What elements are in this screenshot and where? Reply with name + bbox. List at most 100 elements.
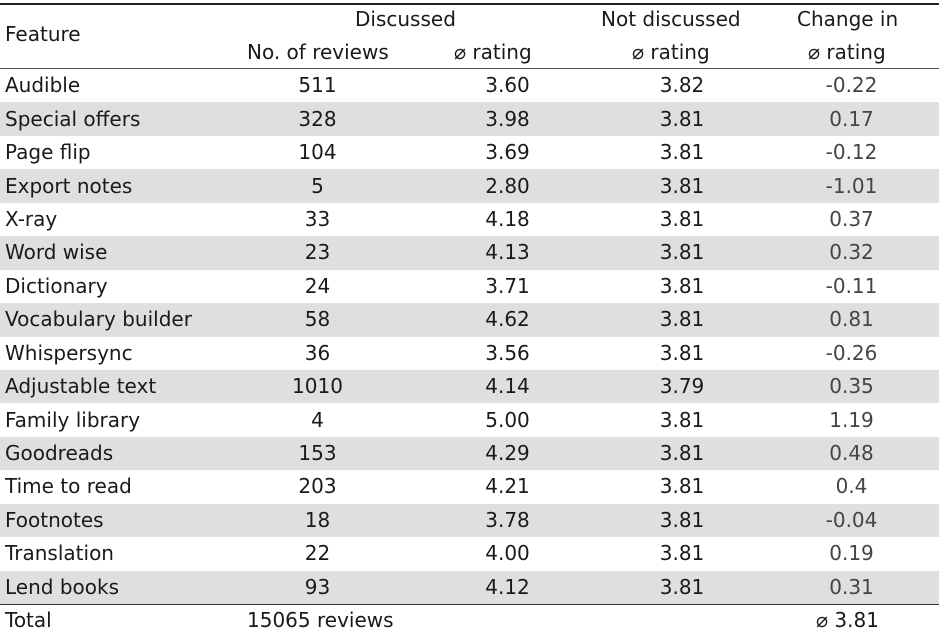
header-feature: Feature <box>5 22 81 46</box>
table-row: Page flip 104 3.69 3.81 -0.12 <box>0 136 939 169</box>
header-not-rating: ⌀ rating <box>632 40 710 64</box>
reviews-cell: 93 <box>220 570 415 604</box>
table-row: Whispersync 36 3.56 3.81 -0.26 <box>0 337 939 370</box>
feature-cell: Whispersync <box>5 340 133 365</box>
reviews-cell: 153 <box>220 436 415 471</box>
feature-cell: Time to read <box>5 474 132 499</box>
rating-cell: 4.62 <box>415 303 600 337</box>
reviews-cell: 328 <box>220 102 415 136</box>
feature-cell: Translation <box>5 541 114 566</box>
rating-cell: 4.00 <box>485 541 530 566</box>
not-rating-cell: 3.81 <box>659 206 705 231</box>
top-rule <box>0 3 939 5</box>
feature-cell: Word wise <box>0 236 220 270</box>
change-cell: 0.81 <box>764 303 939 337</box>
change-cell: 0.4 <box>835 474 868 499</box>
not-rating-cell: 3.81 <box>600 503 764 538</box>
rating-cell: 4.21 <box>485 474 530 499</box>
table-row: X-ray 33 4.18 3.81 0.37 <box>0 203 939 236</box>
change-cell: 0.37 <box>829 206 874 231</box>
table-row: Audible 511 3.60 3.82 -0.22 <box>0 69 939 102</box>
rating-cell: 3.71 <box>485 273 530 298</box>
header-no-reviews: No. of reviews <box>247 40 389 64</box>
rating-cell: 4.14 <box>415 369 600 404</box>
reviews-cell: 33 <box>304 206 331 231</box>
header-change: Change in <box>797 7 899 31</box>
table-row: Vocabulary builder 58 4.62 3.81 0.81 <box>0 303 939 337</box>
not-rating-cell: 3.81 <box>600 436 764 471</box>
not-rating-cell: 3.81 <box>659 541 705 566</box>
table-row: Time to read 203 4.21 3.81 0.4 <box>0 470 939 503</box>
feature-cell: Footnotes <box>0 503 220 538</box>
total-reviews: 15065 reviews <box>247 608 394 632</box>
table-row: Footnotes 18 3.78 3.81 -0.04 <box>0 503 939 538</box>
reviews-cell: 22 <box>304 541 331 566</box>
change-cell: -0.12 <box>825 140 878 165</box>
table-row: Lend books 93 4.12 3.81 0.31 <box>0 570 939 604</box>
not-rating-cell: 3.81 <box>659 407 705 432</box>
reviews-cell: 23 <box>220 236 415 270</box>
reviews-cell: 18 <box>220 503 415 538</box>
table-row: Family library 4 5.00 3.81 1.19 <box>0 403 939 436</box>
change-cell: 0.48 <box>764 436 939 471</box>
not-rating-cell: 3.81 <box>600 303 764 337</box>
not-rating-cell: 3.81 <box>659 273 705 298</box>
not-rating-cell: 3.81 <box>659 340 705 365</box>
rating-cell: 4.12 <box>415 570 600 604</box>
table-row: Dictionary 24 3.71 3.81 -0.11 <box>0 270 939 303</box>
reviews-cell: 5 <box>220 169 415 203</box>
rating-cell: 3.98 <box>415 102 600 136</box>
reviews-cell: 36 <box>304 340 331 365</box>
rating-cell: 2.80 <box>415 169 600 203</box>
header-rule <box>0 68 939 69</box>
total-label: Total <box>5 608 52 632</box>
reviews-cell: 511 <box>298 73 337 98</box>
total-rule <box>0 604 939 605</box>
rating-cell: 3.60 <box>485 73 530 98</box>
rating-cell: 3.69 <box>485 140 530 165</box>
feature-cell: Dictionary <box>5 273 108 298</box>
table-row: Export notes 5 2.80 3.81 -1.01 <box>0 169 939 203</box>
reviews-cell: 4 <box>311 407 324 432</box>
feature-cell: Adjustable text <box>0 369 220 404</box>
change-cell: -0.26 <box>825 340 878 365</box>
reviews-cell: 104 <box>298 140 337 165</box>
header-rating: ⌀ rating <box>454 40 532 64</box>
data-table: Audible 511 3.60 3.82 -0.22 Special offers 328… <box>0 69 939 604</box>
table-row: Translation 22 4.00 3.81 0.19 <box>0 537 939 570</box>
rating-cell: 4.29 <box>415 436 600 471</box>
feature-cell: Export notes <box>0 169 220 203</box>
rating-cell: 4.18 <box>485 206 530 231</box>
not-rating-cell: 3.81 <box>600 102 764 136</box>
table-row: Goodreads 153 4.29 3.81 0.48 <box>0 436 939 471</box>
feature-cell: Special offers <box>0 102 220 136</box>
change-cell: 0.31 <box>764 570 939 604</box>
header-discussed: Discussed <box>355 7 456 31</box>
rating-cell: 3.78 <box>415 503 600 538</box>
change-cell: 0.32 <box>764 236 939 270</box>
not-rating-cell: 3.81 <box>600 236 764 270</box>
reviews-cell: 1010 <box>220 369 415 404</box>
change-cell: 0.35 <box>764 369 939 404</box>
not-rating-cell: 3.81 <box>600 169 764 203</box>
feature-cell: Page flip <box>5 140 91 165</box>
change-cell: -1.01 <box>764 169 939 203</box>
table-row: Special offers 328 3.98 3.81 0.17 <box>0 102 939 136</box>
change-cell: -0.04 <box>764 503 939 538</box>
header-change-rating: ⌀ rating <box>808 40 886 64</box>
total-rating: ⌀ 3.81 <box>816 608 879 632</box>
not-rating-cell: 3.81 <box>600 570 764 604</box>
header-not-discussed: Not discussed <box>601 7 741 31</box>
feature-cell: Lend books <box>0 570 220 604</box>
not-rating-cell: 3.81 <box>659 474 705 499</box>
change-cell: 1.19 <box>829 407 874 432</box>
rating-cell: 3.56 <box>485 340 530 365</box>
feature-cell: Goodreads <box>0 436 220 471</box>
change-cell: 0.17 <box>764 102 939 136</box>
table-row: Adjustable text 1010 4.14 3.79 0.35 <box>0 369 939 404</box>
feature-cell: Audible <box>5 73 81 98</box>
change-cell: -0.22 <box>825 73 878 98</box>
feature-cell: X-ray <box>5 206 58 231</box>
reviews-cell: 58 <box>220 303 415 337</box>
